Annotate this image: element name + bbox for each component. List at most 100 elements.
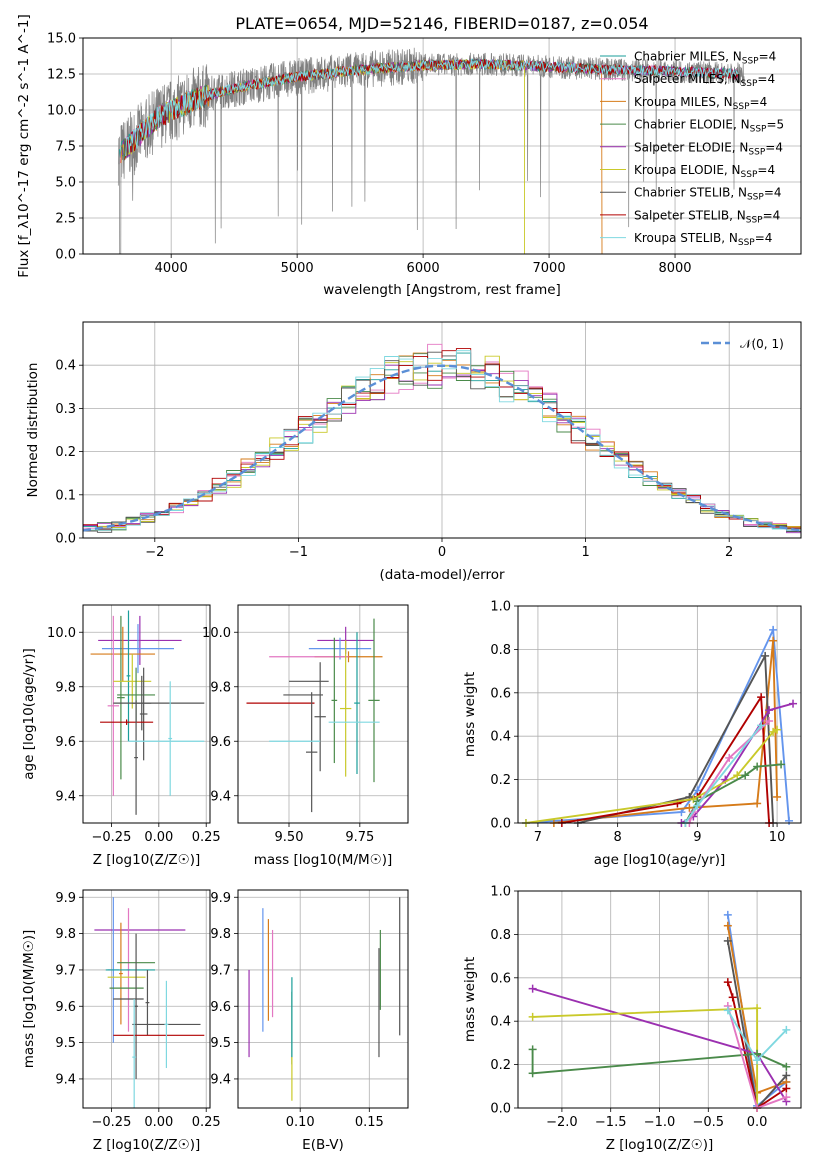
errorbar-point: [101, 624, 174, 674]
mass-weight-line: [531, 1049, 787, 1075]
y-tick-label: 7.5: [55, 140, 76, 155]
x-tick-label: −2.0: [546, 1115, 578, 1130]
errorbar-point: [98, 615, 182, 665]
y-tick-label: 9.4: [210, 1072, 231, 1087]
x-tick-label: 0.25: [192, 830, 221, 845]
x-tick-label: 0.00: [144, 1115, 173, 1130]
y-tick-label: 0.2: [490, 1058, 511, 1073]
mass-weight-marker: [528, 1045, 537, 1054]
legend-entry: 𝒩(0, 1): [740, 337, 784, 351]
x-tick-label: 8: [614, 830, 622, 845]
y-axis-label: mass weight: [462, 957, 478, 1042]
y-tick-label: 9.8: [210, 927, 231, 942]
mass-weight-line: [726, 981, 787, 1108]
mass-weight-line: [525, 626, 790, 823]
y-tick-label: 9.9: [210, 891, 231, 906]
legend-entry: Kroupa STELIB, NSSP=4: [634, 231, 772, 248]
x-axis-label: Z [log10(Z/Z☉)]: [606, 1137, 714, 1153]
y-tick-label: 2.5: [55, 212, 76, 227]
errorbar-point: [107, 615, 120, 796]
errorbar-point: [119, 922, 123, 1025]
x-tick-label: 2: [725, 545, 733, 560]
mass-weight-marker: [723, 978, 732, 987]
y-tick-label: 9.8: [55, 927, 76, 942]
mass-weight-line: [577, 652, 775, 823]
y-tick-label: 9.6: [210, 735, 231, 750]
axes-frame: [237, 889, 409, 1109]
legend-entry: Salpeter ELODIE, NSSP=4: [634, 140, 783, 157]
x-axis-label: mass [log10(M/M☉)]: [254, 852, 393, 868]
x-tick-label: 7000: [533, 261, 566, 276]
y-tick-label: 9.6: [55, 1000, 76, 1015]
y-tick-label: 0.8: [490, 643, 511, 658]
mass-weight-marker: [753, 1056, 762, 1065]
mass-weight-marker: [753, 1004, 762, 1013]
y-tick-label: 9.7: [55, 963, 76, 978]
mass-weight-marker: [728, 993, 737, 1002]
mass-weight-marker: [725, 753, 734, 762]
mass-weight-marker: [757, 693, 766, 702]
mass-weight-marker: [773, 792, 782, 801]
y-tick-label: 10.0: [47, 626, 76, 641]
x-axis-label: Z [log10(Z/Z☉)]: [93, 1137, 201, 1153]
errorbar-point: [306, 692, 318, 813]
axes-frame: [82, 604, 211, 824]
axes-frame: [82, 37, 802, 255]
y-tick-label: 1.0: [490, 885, 511, 900]
mass-weight-marker: [528, 1069, 537, 1078]
x-tick-label: 7: [534, 830, 542, 845]
x-tick-label: 0.15: [355, 1115, 384, 1130]
y-tick-label: 0.0: [490, 817, 511, 832]
legend-entry: Chabrier MILES, NSSP=4: [634, 50, 776, 67]
y-tick-label: 12.5: [47, 68, 76, 83]
y-tick-label: 9.5: [55, 1036, 76, 1051]
y-tick-label: 9.8: [210, 680, 231, 695]
errorbar-point: [90, 626, 156, 682]
mass-weight-marker: [789, 699, 798, 708]
mass-weight-marker: [785, 816, 794, 825]
legend-entry: Kroupa ELODIE, NSSP=4: [634, 163, 775, 180]
massweight-vs-Z-grid: [518, 890, 801, 1109]
legend-entry: Salpeter STELIB, NSSP=4: [634, 208, 780, 225]
errorbar-point: [100, 719, 154, 725]
y-tick-label: 9.4: [210, 789, 231, 804]
y-tick-label: 9.7: [210, 963, 231, 978]
errorbar-point: [168, 681, 173, 796]
mass-weight-marker: [782, 1062, 791, 1071]
x-tick-label: −1.5: [595, 1115, 627, 1130]
spectrum-title: PLATE=0654, MJD=52146, FIBERID=0187, z=0…: [235, 14, 648, 33]
x-axis-label: (data-model)/error: [379, 567, 505, 583]
mass-weight-marker: [773, 725, 782, 734]
y-tick-label: 9.9: [55, 891, 76, 906]
model-spectrum-line: [125, 58, 738, 157]
mass-weight-line: [553, 640, 779, 823]
x-tick-label: 0.10: [286, 1115, 315, 1130]
legend-entry: Chabrier STELIB, NSSP=4: [634, 186, 782, 203]
y-tick-label: 0.0: [55, 532, 76, 547]
errorbar-point: [164, 980, 169, 1069]
mass-weight-marker: [769, 636, 778, 645]
x-tick-label: 6000: [407, 261, 440, 276]
errorbar-point: [354, 632, 360, 774]
y-tick-label: 0.0: [490, 1102, 511, 1117]
y-tick-label: 9.4: [55, 789, 76, 804]
normal-curve: [82, 364, 802, 532]
x-axis-label: age [log10(age/yr)]: [594, 852, 726, 868]
mass-weight-marker: [685, 803, 694, 812]
x-tick-label: −1.0: [644, 1115, 676, 1130]
x-tick-label: −1: [289, 545, 308, 560]
mass-weight-marker: [753, 799, 762, 808]
x-tick-label: 8000: [658, 261, 691, 276]
x-axis-label: Z [log10(Z/Z☉)]: [93, 852, 201, 868]
y-axis-label: age [log10(age/yr)]: [21, 648, 37, 780]
x-axis-label: E(B-V): [302, 1137, 344, 1153]
y-tick-label: 10.0: [202, 626, 231, 641]
axes-frame: [82, 321, 802, 539]
x-tick-label: 9.50: [275, 830, 304, 845]
y-tick-label: 9.8: [55, 680, 76, 695]
x-tick-label: −0.5: [693, 1115, 725, 1130]
y-tick-label: 0.1: [55, 488, 76, 503]
y-tick-label: 0.4: [490, 730, 511, 745]
y-tick-label: 9.6: [210, 1000, 231, 1015]
